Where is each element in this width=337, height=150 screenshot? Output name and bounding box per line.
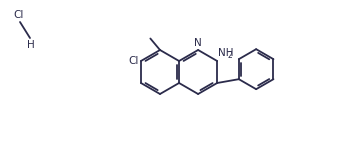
Text: H: H (27, 40, 35, 50)
Text: Cl: Cl (14, 10, 24, 20)
Text: Cl: Cl (129, 56, 139, 66)
Text: NH: NH (218, 48, 234, 58)
Text: 2: 2 (227, 51, 232, 60)
Text: N: N (194, 38, 202, 48)
